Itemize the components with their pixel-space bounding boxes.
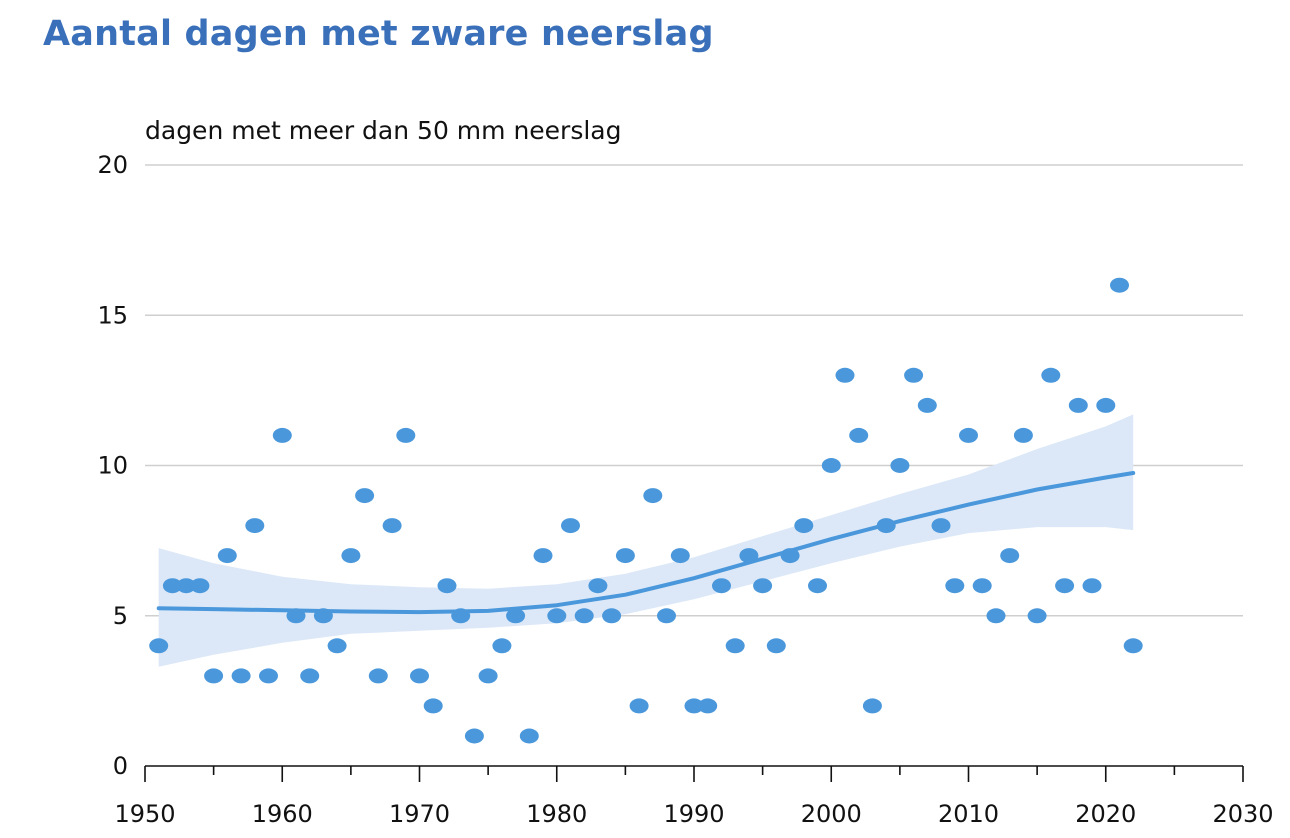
data-point — [423, 698, 443, 714]
y-tick-label: 0 — [113, 752, 128, 780]
x-tick-label: 2020 — [1075, 800, 1136, 828]
x-tick-label: 1970 — [389, 800, 450, 828]
y-tick-label: 15 — [97, 301, 128, 329]
data-point — [162, 578, 182, 594]
data-point — [1082, 578, 1102, 594]
data-point — [698, 698, 718, 714]
data-point — [231, 668, 251, 684]
y-tick-labels: 0 5 10 15 20 — [97, 151, 128, 780]
data-point — [739, 548, 759, 564]
data-point — [657, 608, 676, 624]
data-point — [835, 367, 855, 383]
data-point — [1027, 608, 1047, 624]
y-tick-label: 20 — [97, 151, 128, 179]
x-tick-label: 1950 — [114, 800, 175, 828]
data-point — [245, 518, 265, 534]
data-point — [259, 668, 278, 684]
data-point — [890, 458, 910, 473]
x-tick-label: 1960 — [252, 800, 313, 828]
y-tick-label: 10 — [97, 452, 128, 480]
x-tick-label: 2000 — [801, 800, 862, 828]
data-point — [780, 548, 800, 564]
data-point — [382, 518, 402, 534]
data-point — [1096, 397, 1116, 413]
data-point — [368, 668, 388, 684]
data-point — [684, 698, 704, 714]
data-point — [464, 728, 484, 744]
chart-title: Aantal dagen met zware neerslag — [43, 14, 714, 54]
y-axis-label: dagen met meer dan 50 mm neerslag — [145, 116, 622, 145]
data-point — [149, 638, 169, 654]
data-point — [286, 608, 306, 624]
data-point — [355, 488, 375, 504]
data-point — [917, 397, 937, 413]
data-point — [821, 458, 841, 473]
data-point — [794, 518, 814, 534]
gridlines — [145, 164, 1243, 617]
data-point — [547, 608, 567, 624]
data-point — [862, 698, 882, 714]
data-point — [313, 608, 333, 624]
data-point — [437, 578, 457, 594]
data-point — [712, 578, 731, 594]
data-point — [190, 578, 210, 594]
data-point — [451, 608, 471, 624]
data-point — [753, 578, 773, 594]
data-point — [670, 548, 690, 564]
data-point — [615, 548, 635, 564]
data-point — [986, 608, 1006, 624]
data-point — [574, 608, 594, 624]
data-point — [1123, 638, 1143, 654]
x-tick-label: 2030 — [1212, 800, 1273, 828]
data-point — [410, 668, 429, 684]
data-point — [519, 728, 539, 744]
data-point — [945, 578, 965, 594]
data-point — [808, 578, 827, 594]
data-point — [588, 578, 608, 594]
data-point — [1110, 277, 1129, 293]
data-point — [341, 548, 361, 564]
data-point — [904, 367, 924, 383]
data-point — [1013, 427, 1033, 443]
data-point — [1055, 578, 1075, 594]
data-point — [327, 638, 347, 654]
data-point — [766, 638, 786, 654]
x-tick-label: 1980 — [526, 800, 587, 828]
x-axis — [144, 765, 1244, 782]
data-points — [149, 277, 1143, 744]
data-point — [492, 638, 512, 654]
data-point — [300, 668, 320, 684]
data-point — [1000, 548, 1020, 564]
data-point — [972, 578, 992, 594]
data-point — [876, 518, 896, 534]
data-point — [1041, 367, 1061, 383]
data-point — [931, 518, 951, 534]
data-point — [533, 548, 553, 564]
data-point — [602, 608, 622, 624]
data-point — [396, 427, 416, 443]
data-point — [176, 578, 196, 594]
data-point — [959, 427, 978, 443]
data-point — [506, 608, 526, 624]
x-tick-label: 1990 — [663, 800, 724, 828]
data-point — [561, 518, 580, 534]
data-point — [1068, 397, 1088, 413]
data-point — [478, 668, 498, 684]
data-point — [204, 668, 224, 684]
y-tick-label: 5 — [113, 602, 128, 630]
confidence-band — [158, 414, 1134, 667]
data-point — [643, 488, 663, 504]
data-point — [629, 698, 649, 714]
data-point — [217, 548, 237, 564]
data-point — [849, 427, 869, 443]
data-point — [725, 638, 745, 654]
x-tick-labels: 1950 1960 1970 1980 1990 2000 2010 2020 2030 — [114, 800, 1273, 828]
data-point — [272, 427, 292, 443]
x-tick-label: 2010 — [938, 800, 999, 828]
